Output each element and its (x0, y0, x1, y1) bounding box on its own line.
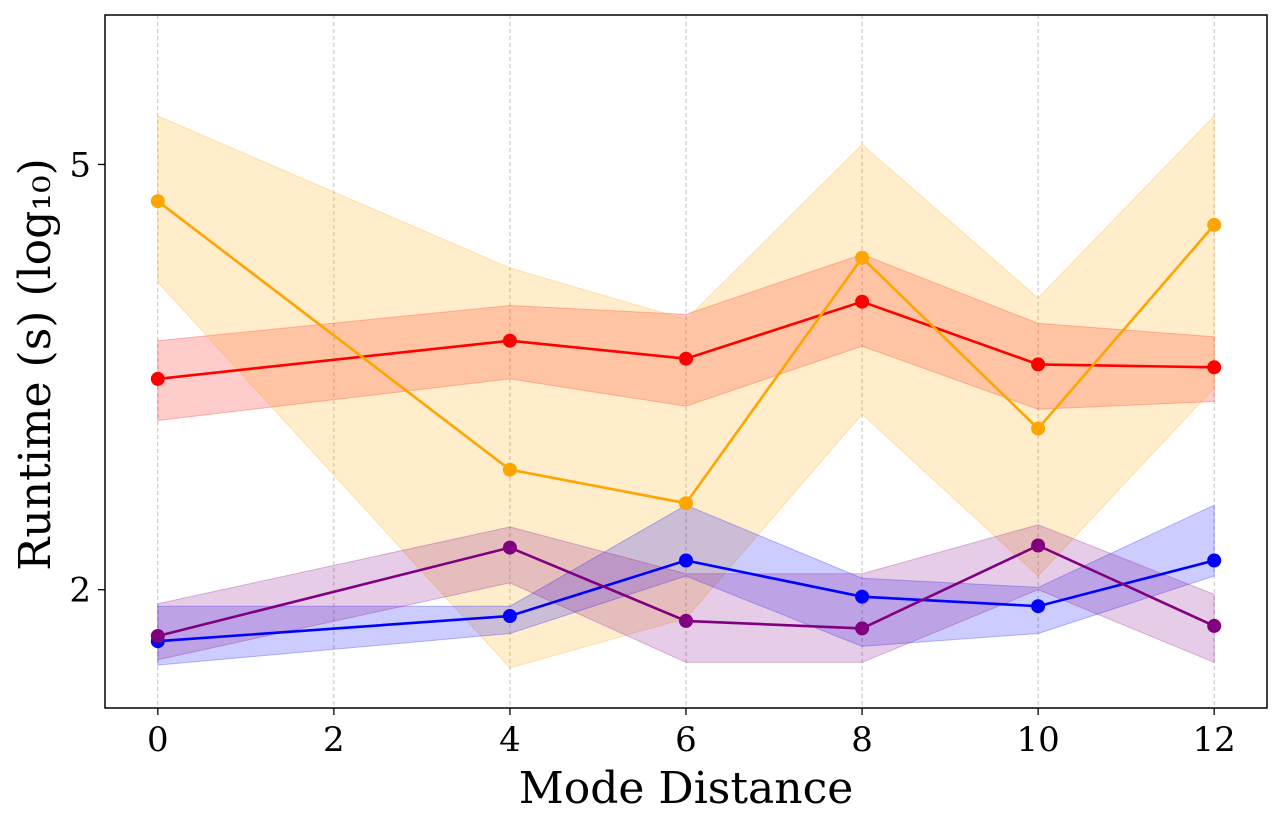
series-3-point (1031, 538, 1046, 553)
x-tick-label: 10 (1016, 720, 1059, 760)
series-0-point (1031, 357, 1046, 372)
series-3-point (150, 629, 165, 643)
y-axis: 25 (69, 145, 105, 611)
series-1-line (157, 200, 1216, 505)
series-0-line (157, 300, 1215, 381)
x-tick-label: 2 (323, 720, 345, 760)
x-tick-label: 12 (1193, 720, 1236, 760)
series-3-point (1207, 618, 1222, 633)
x-axis-label: Mode Distance (519, 763, 854, 814)
series-2-point (1031, 599, 1046, 614)
series-2-point (1207, 553, 1222, 568)
series-0-point (502, 333, 517, 348)
series-1-point (1031, 421, 1046, 436)
series-1-point (855, 250, 870, 265)
band-layer (157, 114, 1215, 669)
line-layer (157, 200, 1216, 643)
y-tick-label: 2 (69, 571, 91, 611)
series-1-point (150, 194, 165, 209)
y-axis-label: Runtime (s) (log₁₀) (10, 158, 61, 571)
x-tick-label: 8 (851, 720, 873, 760)
x-axis: 0 2 4 6 8 10 12 (147, 708, 1236, 760)
series-1-point (502, 462, 517, 477)
series-0-point (855, 294, 870, 309)
series-0-band (157, 253, 1215, 422)
series-0-point (679, 351, 693, 366)
series-2-point (679, 553, 693, 568)
x-tick-label: 0 (147, 720, 169, 760)
series-1-point (679, 496, 693, 511)
x-tick-label: 6 (675, 720, 697, 760)
series-1-band (157, 114, 1215, 669)
series-1-point (1207, 217, 1222, 232)
series-2-point (855, 589, 870, 604)
series-3-point (502, 540, 517, 555)
series-2-line (157, 559, 1215, 643)
x-tick-label: 4 (499, 720, 521, 760)
series-3-band (157, 524, 1215, 664)
series-0-point (1207, 360, 1222, 375)
series-3-point (855, 621, 870, 636)
series-3-line (157, 544, 1215, 638)
series-0-point (150, 371, 165, 386)
series-3-point (679, 613, 693, 628)
series-2-point (502, 609, 517, 623)
point-layer (150, 194, 1222, 649)
y-tick-label: 5 (69, 145, 91, 185)
